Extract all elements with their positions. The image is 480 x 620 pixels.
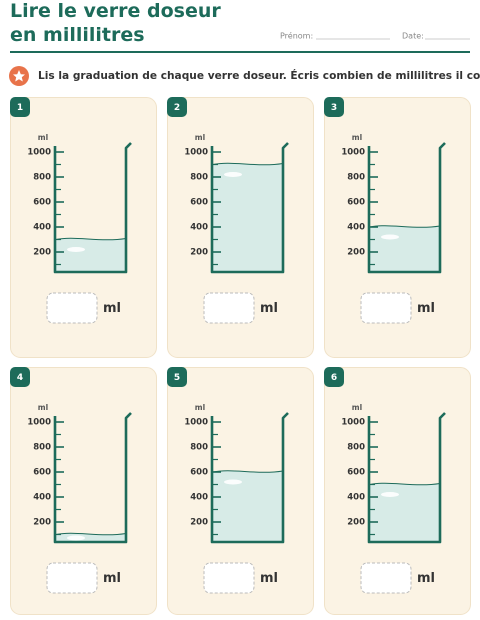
tick-label: 400 (190, 493, 208, 503)
star-icon (13, 70, 25, 82)
card-number: 3 (331, 103, 337, 113)
answer-unit: ml (260, 301, 278, 316)
highlight (224, 172, 242, 177)
liquid-surface (55, 532, 127, 536)
unit-label: ml (195, 403, 205, 412)
beaker (210, 142, 289, 274)
answer-box (203, 292, 255, 324)
beaker (210, 412, 289, 544)
unit-label: ml (352, 133, 362, 142)
tick-label: 400 (347, 493, 365, 503)
liquid (370, 225, 440, 272)
tick-label: 200 (347, 248, 365, 258)
card: 4 ml 1000 800 600 400 200 ml (10, 367, 157, 615)
liquid (213, 163, 283, 272)
highlight (67, 535, 85, 541)
beaker (53, 412, 132, 544)
tick-label: 1000 (184, 418, 208, 428)
tick-label: 1000 (27, 148, 51, 158)
liquid-surface (369, 482, 441, 486)
tick-label: 800 (190, 173, 208, 183)
tick-label: 200 (347, 518, 365, 528)
highlight (381, 234, 399, 240)
liquid-surface (55, 237, 127, 241)
name-label: Prénom: (280, 31, 313, 41)
tick-label: 600 (33, 198, 51, 208)
unit-label: ml (352, 403, 362, 412)
answer-unit: ml (417, 301, 435, 316)
tick-label: 600 (190, 198, 208, 208)
tick-label: 200 (190, 248, 208, 258)
tick-label: 1000 (341, 148, 365, 158)
answer-box (46, 562, 98, 594)
tick-label: 1000 (27, 418, 51, 428)
card: 6 ml 1000 800 600 400 200 ml (324, 367, 471, 615)
answer-box (360, 292, 412, 324)
cards: 1 ml 1000 800 600 400 200 ml 2 ml 1000 800 600 400 200… (10, 97, 471, 615)
number-badge (324, 97, 344, 117)
tick-label: 400 (347, 223, 365, 233)
number-badge (324, 367, 344, 387)
answer-unit: ml (103, 301, 121, 316)
liquid (56, 238, 126, 272)
tick-label: 800 (33, 173, 51, 183)
card-number: 4 (17, 373, 23, 383)
liquid (213, 470, 283, 542)
beaker (367, 142, 446, 274)
card-number: 5 (174, 373, 180, 383)
tick-label: 200 (190, 518, 208, 528)
highlight (381, 492, 399, 497)
answer-box (46, 292, 98, 324)
tick-label: 600 (190, 468, 208, 478)
card-number: 2 (174, 103, 180, 113)
unit-label: ml (38, 403, 48, 412)
unit-label: ml (195, 133, 205, 142)
tick-label: 800 (347, 443, 365, 453)
card-bg (10, 367, 157, 615)
unit-label: ml (38, 133, 48, 142)
number-badge (10, 367, 30, 387)
tick-label: 1000 (184, 148, 208, 158)
card: 2 ml 1000 800 600 400 200 ml (167, 97, 314, 358)
card-bg (10, 97, 157, 358)
date-label: Date: (402, 32, 424, 41)
answer-box (360, 562, 412, 594)
tick-label: 800 (190, 443, 208, 453)
number-badge (167, 367, 187, 387)
card-number: 1 (17, 103, 23, 113)
card: 3 ml 1000 800 600 400 200 ml (324, 97, 471, 358)
beaker (367, 412, 446, 544)
tick-label: 800 (347, 173, 365, 183)
beaker (53, 142, 132, 274)
liquid (370, 483, 440, 542)
number-badge (10, 97, 30, 117)
title: Lire le verre doseur en millilitres (10, 0, 221, 46)
instruction: Lis la graduation de chaque verre doseur… (38, 69, 480, 82)
tick-label: 200 (33, 248, 51, 258)
card-number: 6 (331, 373, 337, 383)
card: 1 ml 1000 800 600 400 200 ml (10, 97, 157, 358)
tick-label: 400 (190, 223, 208, 233)
card: 5 ml 1000 800 600 400 200 ml (167, 367, 314, 615)
number-badge (167, 97, 187, 117)
liquid-surface (212, 162, 284, 166)
tick-label: 800 (33, 443, 51, 453)
tick-label: 400 (33, 493, 51, 503)
tick-label: 600 (347, 468, 365, 478)
highlight (224, 479, 242, 485)
answer-box (203, 562, 255, 594)
tick-label: 400 (33, 223, 51, 233)
answer-unit: ml (260, 571, 278, 586)
tick-label: 600 (347, 198, 365, 208)
highlight (67, 247, 85, 252)
tick-label: 1000 (341, 418, 365, 428)
tick-label: 200 (33, 518, 51, 528)
tick-label: 600 (33, 468, 51, 478)
answer-unit: ml (417, 571, 435, 586)
answer-unit: ml (103, 571, 121, 586)
